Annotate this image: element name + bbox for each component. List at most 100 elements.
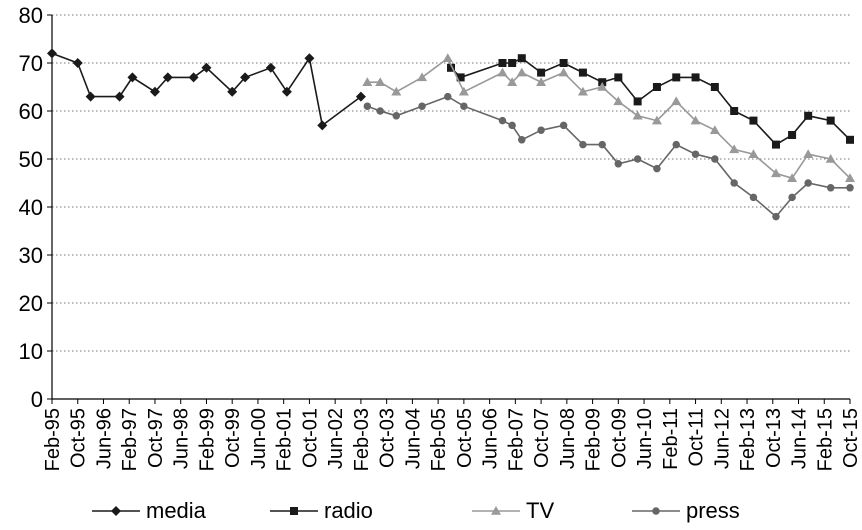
data-point [558, 67, 569, 77]
data-point [652, 507, 660, 515]
data-point [537, 126, 545, 134]
data-point [633, 155, 642, 163]
x-tick-label: Oct-05 [454, 408, 476, 468]
data-point [711, 155, 719, 163]
data-point [72, 58, 83, 68]
data-point [651, 115, 662, 125]
x-tick-label: Feb-13 [737, 408, 759, 471]
data-point [460, 102, 468, 110]
data-point [691, 150, 700, 158]
data-point [304, 53, 315, 64]
series-lines [47, 48, 855, 221]
data-point [826, 116, 835, 125]
data-point [362, 77, 373, 86]
data-point [825, 154, 836, 163]
data-point [227, 86, 238, 97]
x-tick-label: Jun-12 [711, 408, 733, 469]
data-point [653, 164, 661, 173]
legend-label: TV [526, 498, 555, 523]
data-point [392, 112, 401, 120]
data-point [772, 212, 780, 221]
data-point [614, 73, 623, 82]
data-point [507, 77, 518, 86]
data-point [114, 91, 125, 102]
x-tick-label: Feb-11 [660, 408, 682, 470]
data-point [826, 184, 835, 192]
x-tick-label: Jun-14 [789, 408, 811, 469]
x-tick-label: Jun-06 [480, 408, 502, 469]
legend-swatch [92, 506, 140, 516]
data-point [730, 179, 738, 187]
data-point [749, 116, 758, 125]
data-point [804, 111, 813, 120]
x-tick-label: Oct-99 [222, 408, 244, 468]
data-point [788, 193, 796, 202]
data-point [613, 96, 624, 106]
legend-swatch [472, 506, 520, 515]
series-tv [362, 53, 855, 182]
data-point [497, 67, 508, 77]
data-point [317, 120, 328, 131]
data-point [536, 77, 547, 86]
y-tick-label: 80 [19, 3, 43, 28]
x-tick-label: Oct-11 [686, 408, 708, 467]
data-point [47, 48, 57, 59]
y-tick-label: 20 [19, 291, 43, 316]
x-tick-label: Feb-97 [119, 408, 141, 471]
data-point [804, 179, 812, 187]
x-tick-label: Jun-00 [248, 408, 270, 469]
data-point [491, 506, 501, 515]
axes [47, 14, 851, 404]
data-point [598, 140, 606, 149]
data-point [578, 68, 587, 77]
data-point [749, 193, 758, 202]
y-tick-label: 60 [19, 99, 43, 124]
x-tick-label: Feb-05 [428, 408, 450, 471]
x-tick-label: Jun-04 [402, 408, 424, 469]
data-point [508, 121, 516, 130]
data-point [85, 91, 96, 102]
data-point [614, 160, 623, 168]
x-tick-label: Oct-13 [763, 408, 785, 468]
data-point [730, 107, 739, 115]
x-tick-label: Oct-97 [145, 408, 167, 468]
x-tick-label: Feb-95 [42, 408, 64, 471]
y-tick-label: 30 [19, 243, 43, 268]
legend: media radio TV press [0, 496, 862, 530]
data-point [537, 68, 546, 77]
series-line [367, 95, 850, 218]
data-point [127, 72, 138, 83]
x-tick-label: Feb-07 [505, 408, 527, 471]
x-tick-label: Jun-10 [634, 408, 656, 469]
data-point [149, 86, 160, 97]
data-point [652, 83, 661, 91]
data-point [498, 59, 507, 67]
data-point [633, 97, 642, 106]
data-point [846, 184, 854, 192]
data-point [691, 73, 700, 82]
x-tick-label: Oct-03 [377, 408, 399, 468]
data-point [690, 115, 701, 125]
data-point [709, 125, 720, 134]
legend-swatch [632, 507, 680, 515]
x-tick-label: Jun-02 [325, 408, 347, 469]
legend-label: radio [324, 498, 373, 523]
data-point [845, 173, 855, 182]
data-point [498, 116, 507, 125]
data-point [517, 54, 526, 63]
data-point [632, 110, 643, 120]
data-point [788, 131, 797, 139]
data-point [417, 72, 428, 82]
x-tick-label: Feb-03 [351, 408, 373, 471]
x-tick-label: Oct-95 [68, 408, 90, 468]
data-point [442, 53, 453, 62]
x-tick-label: Oct-09 [608, 408, 630, 468]
data-point [508, 59, 517, 67]
data-point [391, 86, 402, 96]
x-tick-label: Feb-15 [814, 408, 836, 471]
data-point [355, 91, 366, 102]
legend-label: press [686, 498, 740, 523]
